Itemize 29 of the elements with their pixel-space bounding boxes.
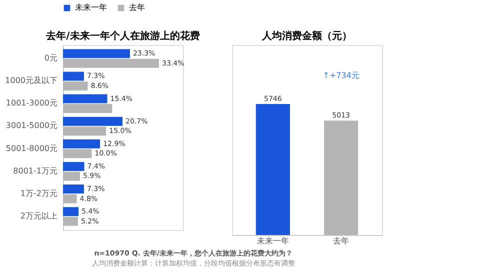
legend-label: 去年 <box>129 3 145 12</box>
bar <box>63 72 84 81</box>
bar <box>63 104 112 114</box>
y-tick-label: 2万元以上 <box>20 211 58 220</box>
bar <box>63 49 130 58</box>
bar <box>63 94 108 104</box>
y-tick-label: 5001-8000元 <box>6 144 58 153</box>
bar <box>63 126 106 136</box>
text: ↑+734元 <box>322 70 360 80</box>
y-tick-label: 1万-2万元 <box>20 188 58 198</box>
bar <box>63 207 79 216</box>
y-tick-label: 1001-3000元 <box>6 98 58 108</box>
bar <box>63 149 92 158</box>
bar <box>63 116 122 126</box>
y-tick-label: 0元 <box>44 54 58 63</box>
chart-title: 去年/未来一年个人在旅游上的花费 <box>45 30 200 42</box>
bar <box>63 162 84 171</box>
bar <box>63 216 78 226</box>
bar <box>63 81 88 90</box>
bar <box>63 194 77 204</box>
chart-title: 人均消费金额（元） <box>261 30 352 42</box>
bar <box>63 184 84 194</box>
bar <box>63 58 159 68</box>
y-tick-label: 1000元及以下 <box>5 76 58 86</box>
y-tick-label: 8001-1万元 <box>13 166 58 176</box>
bar <box>63 139 100 148</box>
bar <box>63 172 80 181</box>
legend-label: 未来一年 <box>75 3 107 12</box>
y-tick-label: 3001-5000元 <box>6 121 58 130</box>
